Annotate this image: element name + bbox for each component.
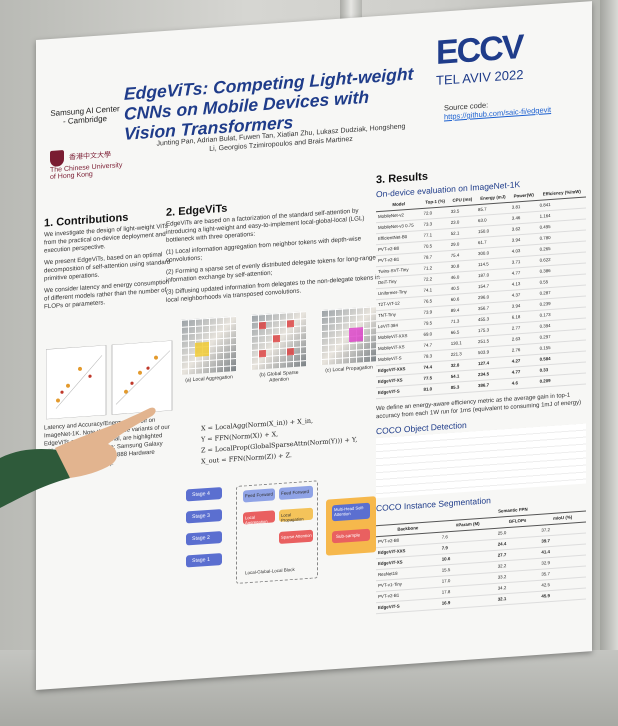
- contribution-item: We present EdgeViTs, based on an optimal…: [44, 251, 171, 283]
- block-label: Sparse Attention: [281, 532, 312, 540]
- table-body: PVT-v2-B0 7.6 25.0 37.2 EdgeViT-XXS 7.9 24.4 39…: [376, 522, 586, 614]
- stage-label: Stage 2: [192, 534, 210, 543]
- plot-point: [124, 389, 128, 394]
- edgevits-section: 2. EdgeViTs EdgeViTs are based on a fact…: [166, 194, 381, 309]
- table-cell: 32.1: [495, 591, 540, 606]
- subsample-block: Sub-sample: [332, 528, 370, 544]
- block-label: Local Aggregation: [245, 514, 268, 526]
- block-label: Feed Forward: [281, 488, 310, 496]
- imagenet-table: Model Top-1 (%) CPU (ms) Energy (mJ) Power(W…: [376, 186, 586, 400]
- plot-point: [78, 366, 82, 371]
- cuhk-crest-icon: [50, 150, 64, 168]
- stage-label: Stage 3: [192, 512, 210, 521]
- architecture-diagram: Stage 4 Stage 3 Stage 2 Stage 1 Feed For…: [176, 476, 386, 601]
- sleeve: [0, 448, 70, 508]
- table-cell: 0.209: [537, 373, 586, 388]
- block-label: Feed Forward: [245, 491, 274, 499]
- caption-local-aggregation: (a) Local Aggregation: [185, 374, 233, 384]
- booth-pole-right: [600, 0, 618, 726]
- table-cell: 81.0: [421, 382, 449, 396]
- samsung-affiliation: Samsung AI Center - Cambridge: [50, 104, 120, 127]
- table-cell: 85.3: [448, 380, 477, 394]
- stage-block: Stage 2: [186, 530, 222, 546]
- mhsa-inner: Multi-Head Self-Attention: [332, 502, 370, 522]
- latency-accuracy-plot: [46, 340, 173, 420]
- ffn-block: Feed Forward: [279, 485, 313, 501]
- global-sparse-attention-image: [251, 311, 306, 370]
- lgl-equations: X = LocalAgg(Norm(X_in)) + X_in, Y = FFN…: [201, 413, 357, 468]
- plot-point: [88, 374, 92, 378]
- lgl-block: Feed Forward Local Aggregation Feed Forw…: [236, 480, 318, 585]
- cuhk-affiliation: 香港中文大學 The Chinese University of Hong Ko…: [50, 145, 130, 181]
- source-code: Source code: https://github.com/saic-fi/…: [444, 96, 551, 121]
- cuhk-name-cn: 香港中文大學: [68, 151, 111, 162]
- plot-point: [146, 366, 150, 370]
- mhsa-block: Multi-Head Self-Attention Sub-sample: [326, 496, 376, 556]
- plot-point: [56, 398, 60, 403]
- table-cell: 386.7: [476, 378, 510, 392]
- plot-frame-left: [46, 344, 107, 420]
- block-label: Sub-sample: [336, 532, 361, 540]
- coco-det-table: [376, 423, 586, 499]
- research-poster: Samsung AI Center - Cambridge 香港中文大學 The…: [36, 1, 592, 691]
- caption-local-propagation: (c) Local Propagation: [325, 364, 373, 374]
- contributions-section: 1. Contributions We investigate the desi…: [44, 210, 174, 315]
- plot-point: [138, 370, 142, 375]
- table-cell: EdgeViT-S: [376, 384, 422, 399]
- highlight-square: [259, 349, 266, 358]
- highlight-square: [287, 319, 294, 328]
- local-aggregation-image: [181, 316, 236, 375]
- plot-trend-line: [115, 350, 171, 405]
- ffn-block: Feed Forward: [243, 488, 275, 503]
- eccv-logo: ECCV TEL AVIV 2022: [436, 26, 546, 88]
- table-cell: 4.6: [509, 376, 538, 390]
- highlight-square: [349, 327, 363, 343]
- highlight-square: [259, 321, 266, 330]
- hand: [55, 407, 156, 478]
- results-section: 3. Results On-device evaluation on Image…: [376, 162, 586, 615]
- stage-block: Stage 3: [186, 508, 222, 524]
- local-propagation-image: [321, 306, 376, 366]
- block-label: Local Propagation: [281, 512, 304, 523]
- block-label: Multi-Head Self-Attention: [334, 505, 365, 518]
- highlight-square: [195, 341, 209, 357]
- highlight-square: [287, 347, 294, 356]
- coco-seg-table: Semantic FPN Backbone #Param (M) GFLOPs mIo…: [376, 500, 586, 615]
- caption-global-sparse-attention: (b) Global Sparse Attention: [259, 369, 299, 384]
- plot-point: [66, 383, 70, 388]
- highlight-square: [273, 334, 280, 343]
- lgl-block-label: Local-Global-Local Block: [245, 566, 295, 576]
- plot-point: [154, 355, 158, 360]
- lgl-illustrations: (a) Local Aggregation (b) Global Sparse …: [181, 306, 381, 390]
- sparse-attn-block: Sparse Attention: [279, 529, 313, 545]
- stage-label: Stage 1: [192, 556, 210, 565]
- stage-block: Stage 1: [186, 552, 222, 568]
- presenter-arm: [0, 407, 156, 508]
- table-body: MobileNet-v2 72.0 33.5 85.7 3.81 0.841 MobileN…: [376, 197, 586, 399]
- local-agg-block: Local Aggregation: [243, 510, 275, 526]
- plot-trend-line: [55, 355, 103, 409]
- table-cell: 45.9: [539, 588, 586, 603]
- contribution-item: We consider latency and energy consumpti…: [44, 278, 170, 311]
- plot-point: [60, 390, 64, 394]
- local-prop-block: Local Propagation: [279, 507, 313, 523]
- plot-point: [130, 381, 134, 385]
